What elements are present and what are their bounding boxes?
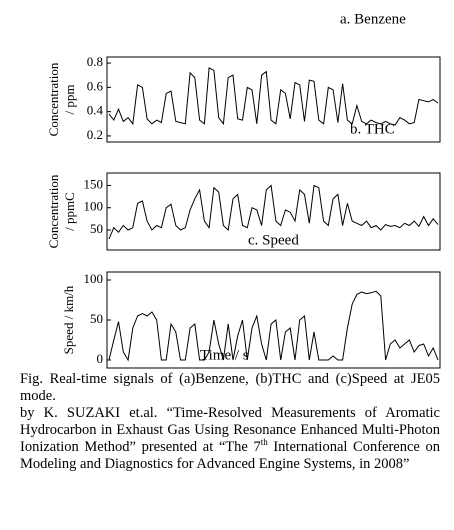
y-axis-label: / ppmC bbox=[62, 192, 77, 231]
signal-line bbox=[108, 290, 439, 362]
panel-label: b. THC bbox=[350, 121, 395, 137]
y-tick-label: 50 bbox=[90, 221, 103, 236]
signal-line bbox=[108, 184, 439, 240]
y-tick-label: 0 bbox=[97, 351, 104, 366]
x-axis-label: Time / s bbox=[200, 347, 249, 363]
y-tick-label: 50 bbox=[90, 311, 103, 326]
credit-sup: th bbox=[260, 437, 268, 448]
y-tick-label: 0.6 bbox=[87, 78, 104, 93]
panel-label: c. Speed bbox=[248, 232, 299, 248]
y-axis-label: Concentration bbox=[46, 62, 61, 136]
credit-text: by K. SUZAKI et.al. “Time-Resolved Measu… bbox=[20, 405, 440, 455]
panel-label: a. Benzene bbox=[340, 11, 406, 27]
caption: Fig. Real-time signals of (a)Benzene, (b… bbox=[20, 371, 440, 473]
y-axis-label: / ppm bbox=[62, 85, 77, 115]
signal-line bbox=[108, 67, 439, 126]
credit: by K. SUZAKI et.al. “Time-Resolved Measu… bbox=[20, 405, 440, 473]
credit-text: International Conference on Modeling and… bbox=[20, 439, 440, 472]
axis-box bbox=[106, 172, 441, 251]
y-tick-label: 0.4 bbox=[87, 103, 104, 118]
y-tick-label: 100 bbox=[84, 271, 104, 286]
y-axis-label: Concentration bbox=[46, 174, 61, 248]
y-axis-label: Speed / km/h bbox=[61, 285, 76, 354]
y-tick-label: 0.2 bbox=[87, 127, 103, 142]
y-tick-label: 100 bbox=[84, 199, 104, 214]
axis-box bbox=[106, 56, 441, 143]
y-tick-label: 150 bbox=[84, 176, 104, 191]
y-tick-label: 0.8 bbox=[87, 54, 103, 69]
figure-caption: Fig. Real-time signals of (a)Benzene, (b… bbox=[20, 371, 440, 404]
